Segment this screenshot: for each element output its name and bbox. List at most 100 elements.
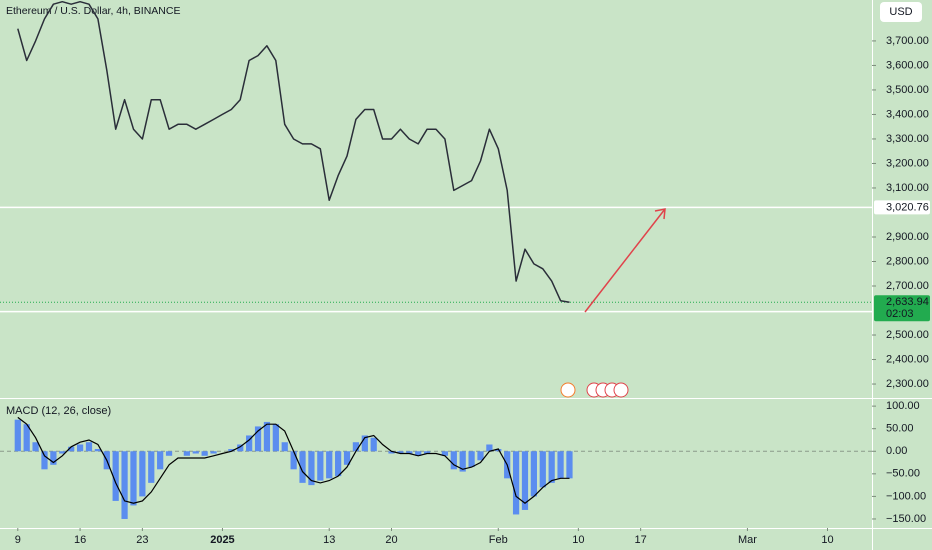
histogram-bar xyxy=(14,419,21,452)
histogram-bar xyxy=(130,451,137,506)
y-tick-label: 3,600.00 xyxy=(886,59,929,71)
x-tick-label: Feb xyxy=(489,534,508,546)
y-tick-label: −150.00 xyxy=(886,513,926,525)
histogram-bar xyxy=(192,451,199,454)
x-tick-label: 2025 xyxy=(210,534,234,546)
histogram-bar xyxy=(139,451,146,497)
event-icon[interactable] xyxy=(613,382,629,398)
price-label-box xyxy=(874,200,930,215)
x-tick-label: 16 xyxy=(74,534,86,546)
histogram-bar xyxy=(263,421,271,452)
event-icon[interactable] xyxy=(560,382,576,398)
y-tick-label: 2,500.00 xyxy=(886,329,929,341)
histogram-bar xyxy=(539,451,546,488)
histogram-bar xyxy=(361,435,368,452)
histogram-bar xyxy=(468,451,475,468)
histogram-bar xyxy=(272,424,279,452)
histogram-bar xyxy=(228,449,235,452)
histogram-bar xyxy=(32,442,39,452)
price-label: 3,020.76 xyxy=(886,201,929,213)
y-tick-label: 3,400.00 xyxy=(886,108,929,120)
histogram-bar xyxy=(254,426,262,452)
x-tick-label: Mar xyxy=(738,534,757,546)
y-tick-label: 3,200.00 xyxy=(886,157,929,169)
y-tick-label: 50.00 xyxy=(886,423,914,435)
countdown: 02:03 xyxy=(886,308,914,320)
histogram-bar xyxy=(459,451,466,472)
histogram-bar xyxy=(59,451,66,454)
y-tick-label: 3,500.00 xyxy=(886,84,929,96)
histogram-bar xyxy=(165,451,173,456)
histogram-bar xyxy=(299,451,306,483)
histogram-bar xyxy=(521,451,529,510)
x-tick-label: 10 xyxy=(821,534,833,546)
x-tick-label: 20 xyxy=(385,534,397,546)
histogram-bar xyxy=(210,451,217,454)
histogram-bar xyxy=(486,444,493,452)
histogram-bar xyxy=(423,451,431,454)
histogram-bar xyxy=(441,451,449,456)
histogram-bar xyxy=(148,451,155,483)
indicator-title: MACD (12, 26, close) xyxy=(6,405,111,417)
x-tick-label: 10 xyxy=(572,534,584,546)
histogram-bar xyxy=(237,444,244,452)
histogram-bar xyxy=(326,451,333,479)
macd-line xyxy=(17,416,570,504)
arrow-head xyxy=(654,208,666,220)
price-line-series xyxy=(17,0,570,303)
histogram-bar xyxy=(157,451,164,470)
histogram-bar xyxy=(41,451,48,470)
histogram-bar xyxy=(94,449,101,452)
last-price-box xyxy=(874,295,930,322)
histogram-bar xyxy=(406,451,413,454)
histogram-bar xyxy=(548,451,555,483)
y-tick-label: −100.00 xyxy=(886,490,926,502)
y-tick-label: 0.00 xyxy=(886,445,907,457)
histogram-bar xyxy=(183,451,190,456)
x-tick-label: 17 xyxy=(635,534,647,546)
y-tick-label: 2,700.00 xyxy=(886,280,929,292)
histogram-bar xyxy=(281,442,288,452)
histogram-bar xyxy=(450,451,457,470)
currency[interactable]: USD xyxy=(889,6,912,18)
x-tick-label: 23 xyxy=(136,534,148,546)
histogram-bar xyxy=(415,451,422,456)
y-tick-label: 3,100.00 xyxy=(886,182,929,194)
histogram-bar xyxy=(85,442,93,452)
histogram-bar xyxy=(23,424,30,452)
histogram-bar xyxy=(76,444,84,452)
arrow-shaft xyxy=(584,208,666,313)
histogram-bar xyxy=(201,451,208,456)
x-tick-label: 9 xyxy=(15,534,21,546)
histogram-bar xyxy=(343,451,351,465)
last-price-label: 2,633.94 xyxy=(886,296,929,308)
y-tick-label: 100.00 xyxy=(886,400,920,412)
currency-box[interactable] xyxy=(880,2,922,22)
histogram-bar xyxy=(388,451,395,454)
histogram-bar xyxy=(370,437,377,452)
projection-arrow xyxy=(584,208,666,313)
histogram-bar xyxy=(121,451,128,519)
histogram-bar xyxy=(50,451,57,465)
histogram-bar xyxy=(530,451,537,497)
histogram-bar xyxy=(512,451,520,515)
histogram-bar xyxy=(317,451,324,481)
histogram-bar xyxy=(308,451,315,486)
histogram-bar xyxy=(112,451,119,501)
event-icons[interactable] xyxy=(560,382,629,398)
histogram-bar xyxy=(352,442,360,452)
histogram-bar xyxy=(557,451,564,479)
y-tick-label: 2,400.00 xyxy=(886,353,929,365)
histogram-bar xyxy=(290,451,297,470)
y-tick-label: 3,700.00 xyxy=(886,35,929,47)
histogram-bar xyxy=(246,435,253,452)
histogram-bar xyxy=(335,451,342,477)
y-tick-label: 3,300.00 xyxy=(886,133,929,145)
histogram-bar xyxy=(566,451,573,479)
y-tick-label: 2,900.00 xyxy=(886,231,929,243)
y-tick-label: 2,300.00 xyxy=(886,378,929,390)
histogram-bar xyxy=(397,451,404,454)
y-tick-label: 2,800.00 xyxy=(886,255,929,267)
histogram-bar xyxy=(68,446,75,452)
